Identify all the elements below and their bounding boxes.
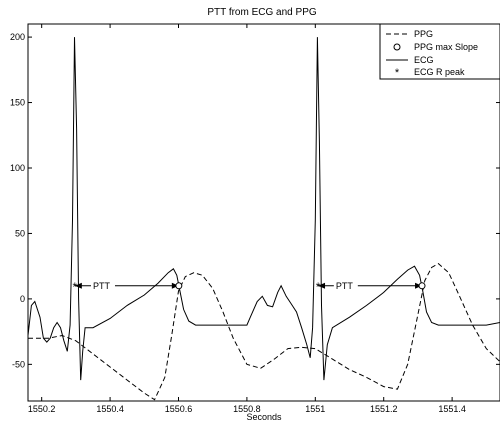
y-tick-label: 150 bbox=[10, 98, 25, 108]
legend-label-ppg-max-slope: PPG max Slope bbox=[414, 42, 478, 52]
x-tick-label: 1550.8 bbox=[233, 404, 261, 414]
ptt-label: PTT bbox=[93, 281, 111, 291]
legend-box bbox=[379, 23, 500, 80]
x-tick-label: 1550.6 bbox=[165, 404, 193, 414]
ptt-label: PTT bbox=[336, 281, 354, 291]
y-tick-label: 100 bbox=[10, 163, 25, 173]
chart-title: PTT from ECG and PPG bbox=[207, 7, 317, 18]
ptt-arrowhead-left bbox=[74, 282, 82, 289]
series-layer bbox=[27, 37, 500, 401]
y-tick-label: 50 bbox=[15, 228, 25, 238]
x-tick-label: 1551.2 bbox=[370, 404, 398, 414]
y-tick-label: 200 bbox=[10, 32, 25, 42]
ppg-line bbox=[28, 262, 500, 401]
plot-area-frame bbox=[27, 23, 500, 402]
ecg-line bbox=[27, 37, 500, 381]
ecg-r-peak-marker: * bbox=[316, 280, 321, 294]
y-tick-label: 0 bbox=[20, 294, 25, 304]
x-tick-label: 1551.4 bbox=[438, 404, 466, 414]
x-tick-label: 1551 bbox=[305, 404, 325, 414]
legend: PPG PPG max Slope ECG * ECG R peak bbox=[379, 23, 500, 80]
y-tick-label: -50 bbox=[12, 359, 25, 369]
ppg-max-slope-marker bbox=[175, 282, 183, 290]
legend-swatch-ppg-max-slope bbox=[393, 43, 401, 51]
x-tick-label: 1550.4 bbox=[96, 404, 124, 414]
x-axis-label: Seconds bbox=[246, 412, 282, 422]
ptt-label-bg bbox=[333, 279, 358, 292]
legend-label-ecg-r-peak: ECG R peak bbox=[414, 67, 465, 77]
ptt-arrowhead-left bbox=[318, 282, 326, 289]
legend-label-ecg: ECG bbox=[414, 55, 434, 65]
legend-swatch-ecg-r-peak: * bbox=[395, 67, 400, 79]
x-tick-label: 1550.2 bbox=[28, 404, 56, 414]
ppg-max-slope-marker bbox=[418, 282, 426, 290]
axis-ticks: 1550.2 1550.4 1550.6 1550.8 1551 1551.2 1551.4… bbox=[10, 24, 500, 414]
annotation-layer: PTT PTT * * bbox=[73, 279, 426, 294]
ecg-r-peak-marker: * bbox=[73, 280, 78, 294]
legend-label-ppg: PPG bbox=[414, 29, 433, 39]
ptt-label-bg bbox=[90, 279, 115, 292]
